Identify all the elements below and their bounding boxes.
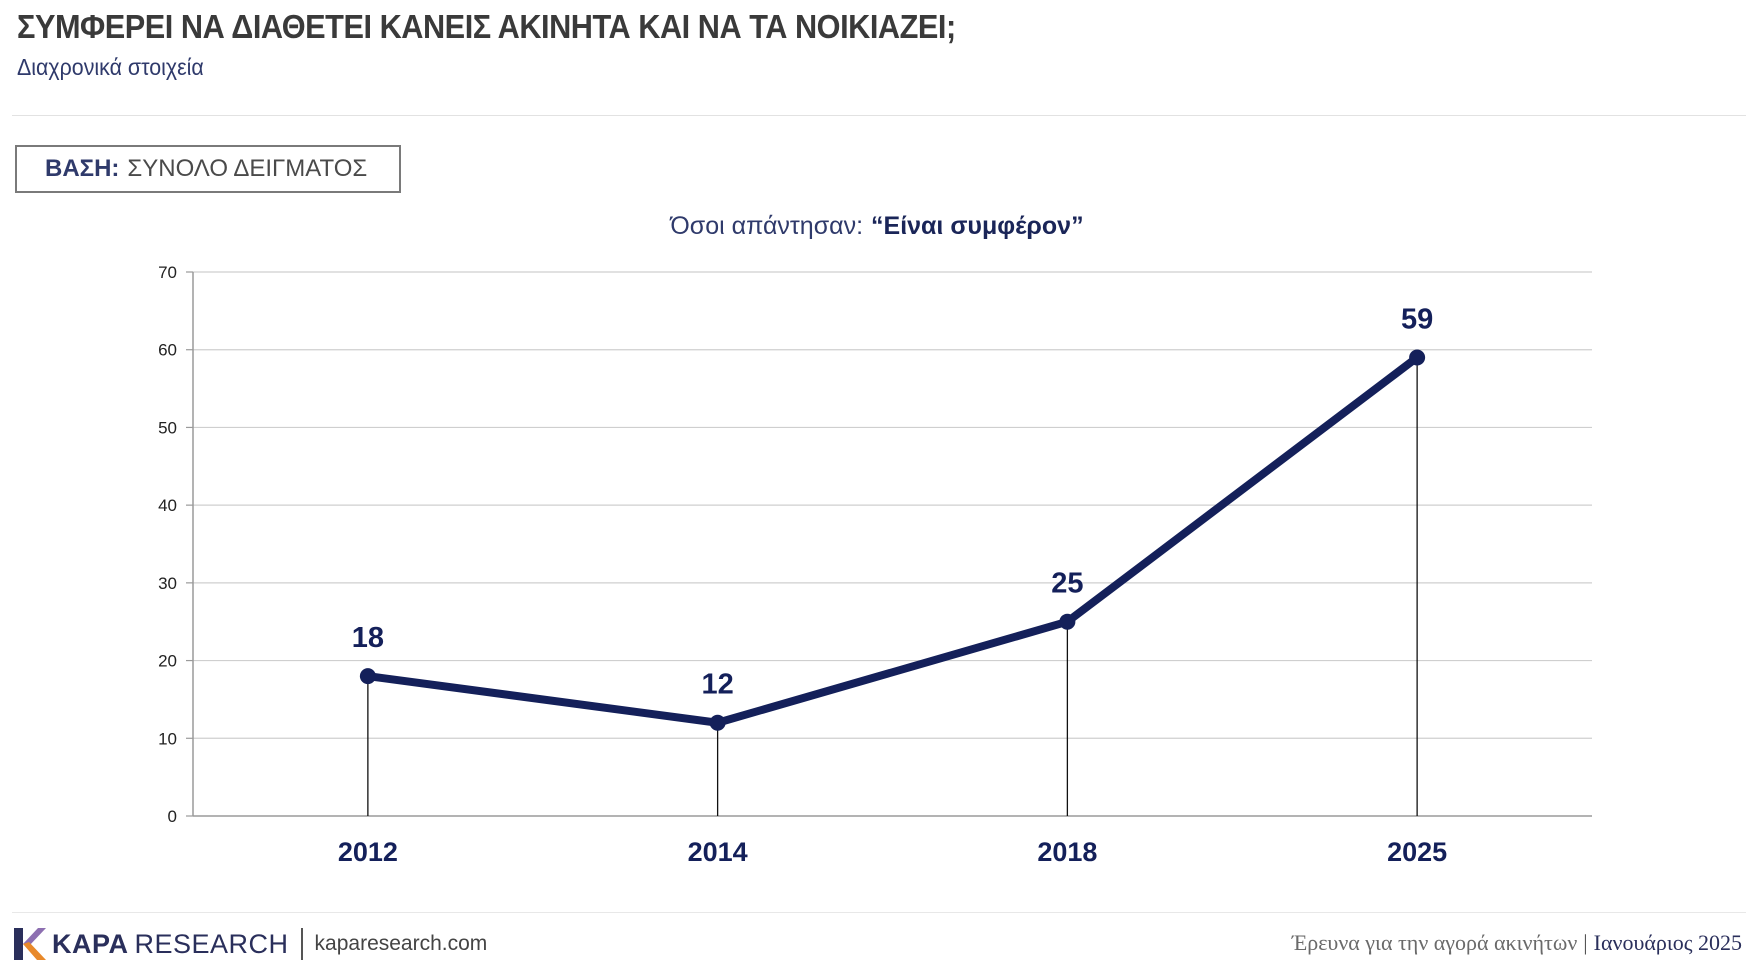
x-tick-label: 2025 bbox=[1387, 837, 1447, 867]
data-label: 25 bbox=[1051, 568, 1083, 600]
kapa-research-logo: KAPA RESEARCH kaparesearch.com bbox=[12, 926, 487, 962]
data-point bbox=[359, 668, 376, 685]
footer-divider bbox=[12, 912, 1746, 913]
data-label: 12 bbox=[701, 669, 733, 701]
y-tick-label: 60 bbox=[158, 341, 177, 360]
data-label: 18 bbox=[352, 622, 384, 654]
data-point bbox=[709, 714, 726, 731]
y-tick-label: 50 bbox=[158, 418, 177, 437]
kapa-k-logo-icon bbox=[14, 928, 46, 960]
y-tick-label: 10 bbox=[158, 729, 177, 748]
y-tick-label: 30 bbox=[158, 574, 177, 593]
y-tick-label: 40 bbox=[158, 496, 177, 515]
header-divider bbox=[12, 115, 1746, 116]
x-tick-label: 2012 bbox=[338, 837, 398, 867]
base-value: ΣΥΝΟΛΟ ΔΕΙΓΜΑΤΟΣ bbox=[127, 155, 368, 182]
line-chart: 0 10 20 30 40 50 60 70 18 12 25 59 2012 2014 2018 2025 bbox=[158, 263, 1592, 867]
data-point bbox=[1059, 613, 1076, 630]
chart-heading: Όσοι απάντησαν: “Είναι συμφέρον” bbox=[0, 212, 1754, 241]
survey-name: Έρευνα για την αγορά ακινήτων bbox=[1291, 930, 1578, 955]
y-tick-label: 20 bbox=[158, 652, 177, 671]
chart-heading-prefix: Όσοι απάντησαν: bbox=[670, 212, 864, 240]
series-line bbox=[363, 353, 1422, 727]
data-label: 59 bbox=[1401, 303, 1433, 335]
brand-research: RESEARCH bbox=[134, 928, 289, 959]
x-tick-label: 2018 bbox=[1037, 837, 1097, 867]
footer-survey-info: Έρευνα για την αγορά ακινήτων | Ιανουάριος… bbox=[1292, 930, 1742, 956]
survey-date: Ιανουάριος 2025 bbox=[1593, 930, 1742, 955]
footer-separator: | bbox=[1583, 930, 1588, 955]
logo-separator bbox=[300, 928, 303, 960]
sample-base-box: ΒΑΣΗ: ΣΥΝΟΛΟ ΔΕΙΓΜΑΤΟΣ bbox=[15, 145, 401, 193]
y-tick-label: 0 bbox=[168, 807, 177, 826]
y-tick-label: 70 bbox=[158, 263, 177, 282]
page-title: ΣΥΜΦΕΡΕΙ ΝΑ ΔΙΑΘΕΤΕΙ ΚΑΝΕΙΣ ΑΚΙΝΗΤΑ ΚΑΙ … bbox=[17, 8, 956, 45]
base-label: ΒΑΣΗ: bbox=[45, 155, 120, 182]
x-tick-label: 2014 bbox=[688, 837, 748, 867]
brand-kapa: KAPA bbox=[52, 928, 129, 959]
chart-heading-quote: “Είναι συμφέρον” bbox=[871, 212, 1084, 240]
data-point bbox=[1409, 349, 1426, 366]
website-link[interactable]: kaparesearch.com bbox=[314, 932, 488, 955]
page-subtitle: Διαχρονικά στοιχεία bbox=[17, 54, 204, 80]
